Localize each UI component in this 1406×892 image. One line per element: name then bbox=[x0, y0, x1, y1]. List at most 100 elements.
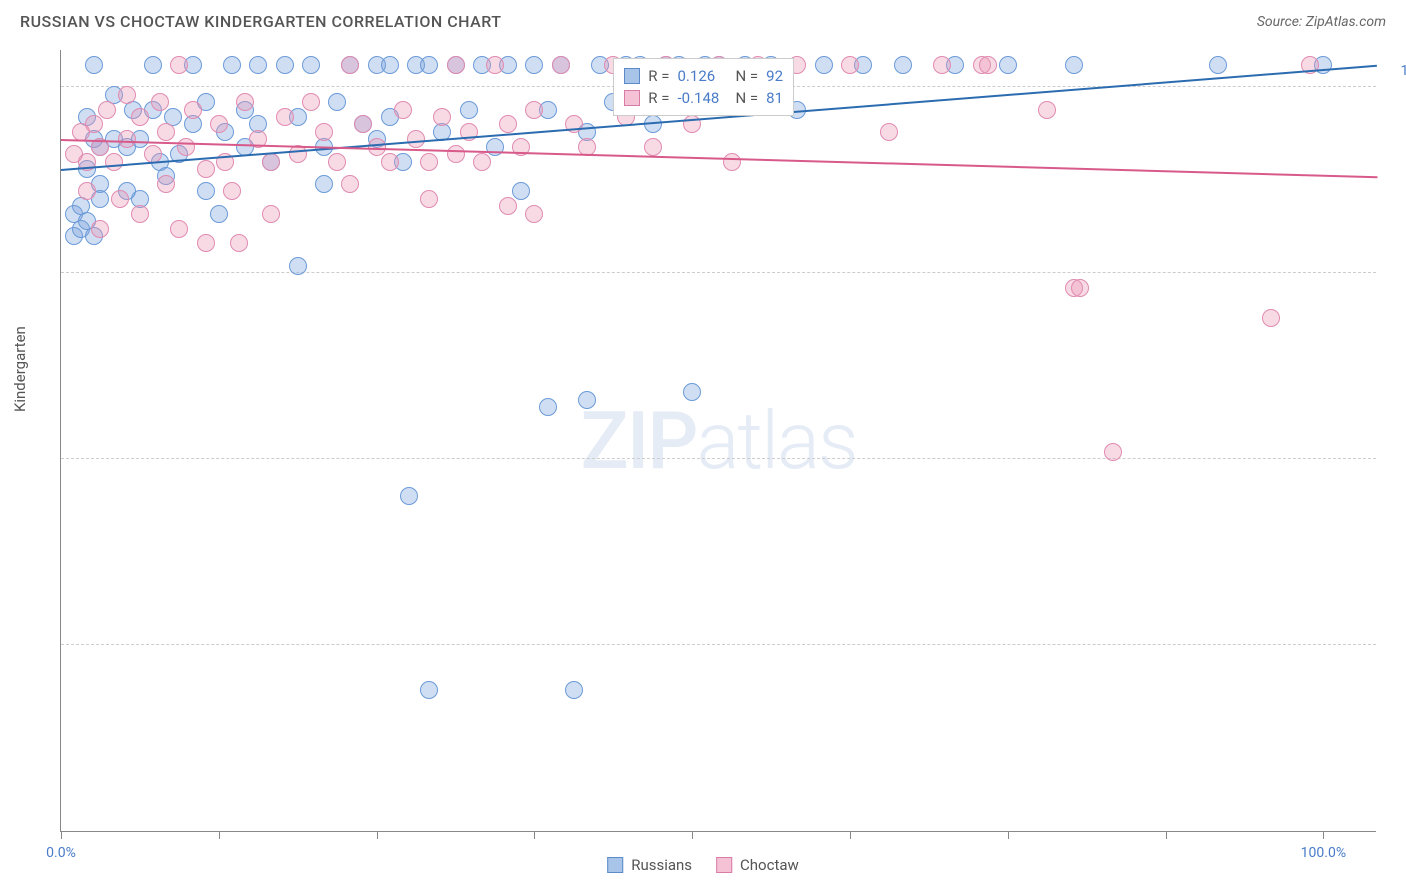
data-point bbox=[262, 205, 280, 223]
gridline bbox=[61, 458, 1376, 459]
data-point bbox=[144, 56, 162, 74]
data-point bbox=[1038, 101, 1056, 119]
data-point bbox=[85, 56, 103, 74]
data-point bbox=[85, 115, 103, 133]
legend-item: Russians bbox=[607, 856, 692, 874]
data-point bbox=[420, 190, 438, 208]
data-point bbox=[328, 93, 346, 111]
data-point bbox=[552, 56, 570, 74]
x-tick-label: 0.0% bbox=[46, 845, 76, 861]
data-point bbox=[197, 160, 215, 178]
data-point bbox=[933, 56, 951, 74]
legend-label: Choctaw bbox=[740, 856, 799, 874]
y-axis-label: Kindergarten bbox=[11, 326, 29, 412]
data-point bbox=[723, 153, 741, 171]
data-point bbox=[315, 175, 333, 193]
stats-legend-row: R =-0.148N =81 bbox=[624, 87, 783, 109]
scatter-chart: ZIPatlas 92.5%95.0%97.5%100.0%0.0%100.0%… bbox=[60, 50, 1376, 832]
data-point bbox=[236, 93, 254, 111]
legend: Russians Choctaw bbox=[607, 856, 799, 874]
data-point bbox=[1071, 279, 1089, 297]
data-point bbox=[1104, 443, 1122, 461]
data-point bbox=[473, 153, 491, 171]
data-point bbox=[157, 123, 175, 141]
gridline bbox=[61, 272, 1376, 273]
data-point bbox=[894, 56, 912, 74]
data-point bbox=[420, 153, 438, 171]
data-point bbox=[262, 153, 280, 171]
data-point bbox=[105, 153, 123, 171]
data-point bbox=[525, 56, 543, 74]
data-point bbox=[315, 123, 333, 141]
data-point bbox=[400, 487, 418, 505]
data-point bbox=[177, 138, 195, 156]
x-tick bbox=[377, 831, 378, 839]
data-point bbox=[979, 56, 997, 74]
legend-swatch bbox=[716, 857, 732, 873]
data-point bbox=[1262, 309, 1280, 327]
data-point bbox=[381, 153, 399, 171]
gridline bbox=[61, 644, 1376, 645]
data-point bbox=[394, 101, 412, 119]
data-point bbox=[447, 145, 465, 163]
data-point bbox=[354, 115, 372, 133]
x-tick bbox=[1008, 831, 1009, 839]
data-point bbox=[131, 205, 149, 223]
data-point bbox=[578, 391, 596, 409]
data-point bbox=[433, 108, 451, 126]
chart-title: RUSSIAN VS CHOCTAW KINDERGARTEN CORRELAT… bbox=[20, 12, 502, 31]
data-point bbox=[328, 153, 346, 171]
y-tick-label: 92.5% bbox=[1386, 621, 1406, 637]
data-point bbox=[486, 56, 504, 74]
legend-swatch bbox=[624, 68, 640, 84]
data-point bbox=[118, 130, 136, 148]
data-point bbox=[210, 205, 228, 223]
watermark: ZIPatlas bbox=[581, 394, 857, 488]
data-point bbox=[170, 56, 188, 74]
x-tick bbox=[1166, 831, 1167, 839]
data-point bbox=[91, 220, 109, 238]
data-point bbox=[131, 108, 149, 126]
data-point bbox=[111, 190, 129, 208]
stats-legend: R =0.126N =92R =-0.148N =81 bbox=[613, 58, 794, 116]
data-point bbox=[170, 220, 188, 238]
data-point bbox=[525, 205, 543, 223]
data-point bbox=[341, 175, 359, 193]
data-point bbox=[999, 56, 1017, 74]
x-tick bbox=[1323, 831, 1324, 839]
source-attribution: Source: ZipAtlas.com bbox=[1257, 14, 1386, 30]
data-point bbox=[815, 56, 833, 74]
data-point bbox=[341, 56, 359, 74]
stats-legend-row: R =0.126N =92 bbox=[624, 65, 783, 87]
data-point bbox=[407, 130, 425, 148]
data-point bbox=[78, 182, 96, 200]
data-point bbox=[276, 108, 294, 126]
legend-swatch bbox=[607, 857, 623, 873]
data-point bbox=[210, 115, 228, 133]
data-point bbox=[302, 56, 320, 74]
data-point bbox=[1065, 56, 1083, 74]
data-point bbox=[98, 101, 116, 119]
data-point bbox=[151, 93, 169, 111]
x-tick bbox=[850, 831, 851, 839]
data-point bbox=[499, 197, 517, 215]
data-point bbox=[249, 56, 267, 74]
data-point bbox=[447, 56, 465, 74]
data-point bbox=[512, 182, 530, 200]
legend-item: Choctaw bbox=[716, 856, 799, 874]
data-point bbox=[841, 56, 859, 74]
data-point bbox=[276, 56, 294, 74]
data-point bbox=[368, 138, 386, 156]
data-point bbox=[1209, 56, 1227, 74]
legend-swatch bbox=[624, 90, 640, 106]
data-point bbox=[880, 123, 898, 141]
legend-label: Russians bbox=[631, 856, 692, 874]
data-point bbox=[302, 93, 320, 111]
x-tick bbox=[692, 831, 693, 839]
data-point bbox=[644, 138, 662, 156]
data-point bbox=[230, 234, 248, 252]
data-point bbox=[525, 101, 543, 119]
data-point bbox=[118, 86, 136, 104]
data-point bbox=[499, 115, 517, 133]
data-point bbox=[420, 56, 438, 74]
